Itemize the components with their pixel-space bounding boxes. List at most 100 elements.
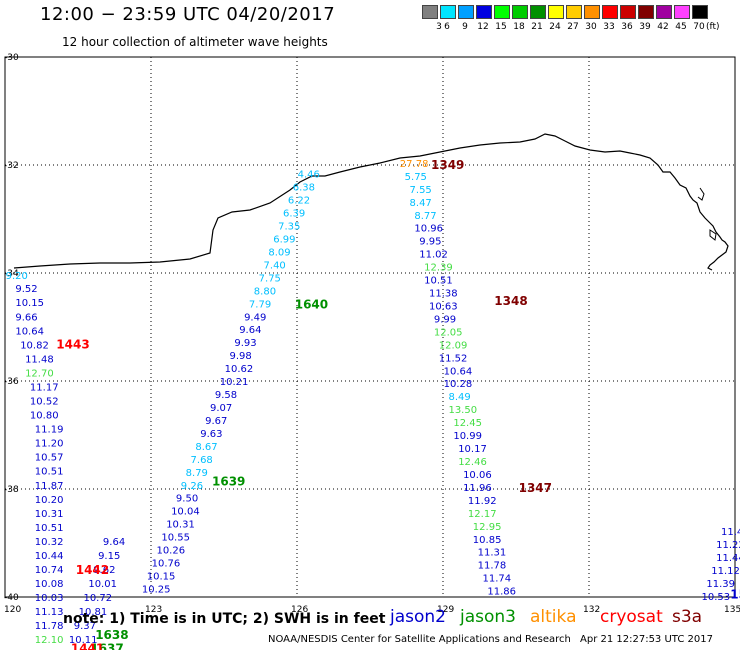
- latitude-labels: -30 -32 -34 -36 -38 -40: [4, 53, 19, 603]
- legend-swatch: [440, 5, 456, 19]
- wave-height-value: 11.13: [35, 607, 64, 618]
- legend-label: 70: [693, 22, 705, 32]
- wave-height-value: 11.96: [463, 483, 492, 494]
- satellite-legend-item: jason2: [390, 607, 446, 627]
- wave-height-value: 12.39: [424, 263, 453, 274]
- legend-label: 30: [585, 22, 597, 32]
- wave-height-value: 10.44: [35, 551, 64, 562]
- longitude-tick-label: 132: [583, 605, 600, 615]
- coastline-small-bay: [697, 187, 705, 201]
- legend-swatch: [584, 5, 600, 19]
- wave-height-value: 12.45: [453, 418, 482, 429]
- latitude-tick-label: -40: [4, 593, 19, 603]
- wave-height-value: 27.78: [400, 159, 429, 170]
- wave-height-value: 5.75: [405, 172, 427, 183]
- wave-height-value: 9.62: [93, 565, 115, 576]
- pass-time-label: 1348: [494, 294, 527, 308]
- wave-height-value: 12.17: [468, 509, 497, 520]
- longitude-tick-label: 129: [437, 605, 454, 615]
- legend-label: 15: [495, 22, 507, 32]
- wave-height-value: 10.51: [35, 523, 64, 534]
- wave-height-value: 7.55: [410, 185, 432, 196]
- wave-height-value: 11.20: [35, 439, 64, 450]
- wave-height-value: 6.39: [283, 209, 305, 220]
- wave-height-value: 10.06: [463, 470, 492, 481]
- wave-height-value: 9.58: [215, 390, 237, 401]
- wave-height-value: 9.26: [181, 481, 203, 492]
- longitude-tick-label: 123: [145, 605, 162, 615]
- wave-height-value: 10.64: [444, 366, 473, 377]
- wave-height-value: 10.72: [83, 593, 112, 604]
- wave-height-value: 10.31: [166, 520, 195, 531]
- wave-height-value: 10.17: [458, 444, 487, 455]
- pass-time-label: 1639: [212, 474, 245, 488]
- wave-height-value: 10.74: [35, 565, 64, 576]
- wave-height-value: 11.86: [487, 587, 516, 598]
- legend-label: 21: [531, 22, 543, 32]
- legend-swatch: [566, 5, 582, 19]
- wave-height-value: 10.64: [15, 326, 44, 337]
- legend-swatch: [422, 5, 438, 19]
- wave-height-value: 10.76: [152, 559, 181, 570]
- wave-height-value: 9.50: [176, 494, 198, 505]
- timestamp: Apr 21 12:27:53 UTC 2017: [580, 634, 713, 645]
- wave-height-value: 10.57: [35, 453, 64, 464]
- wave-height-value: 9.67: [205, 416, 227, 427]
- satellite-legend-item: jason3: [460, 607, 516, 627]
- wave-height-value: 10.31: [35, 509, 64, 520]
- wave-height-value: 11.17: [30, 382, 59, 393]
- legend-label: 27: [567, 22, 579, 32]
- wave-height-value: 9.20: [6, 271, 28, 282]
- wave-height-value: 6.99: [273, 235, 295, 246]
- wave-height-value: 10.26: [156, 546, 185, 557]
- wave-height-value: 6.22: [288, 196, 310, 207]
- legend-label: 39: [639, 22, 651, 32]
- wave-height-value: 10.55: [161, 533, 190, 544]
- map-frame: [4, 56, 736, 598]
- wave-height-value: 10.11: [69, 635, 98, 646]
- wave-height-value: 13.50: [448, 405, 477, 416]
- wave-height-value: 9.66: [15, 312, 37, 323]
- legend-label: 42: [657, 22, 669, 32]
- legend-label: 18: [513, 22, 525, 32]
- wave-height-value: 10.96: [414, 224, 443, 235]
- wave-height-value: 11.87: [35, 481, 64, 492]
- wave-height-value: 10.28: [444, 379, 473, 390]
- wave-height-value: 11.12: [711, 566, 740, 577]
- legend-label: 6: [444, 22, 450, 32]
- pass-time-label: 1349: [431, 158, 464, 172]
- wave-height-value: 9.64: [239, 325, 261, 336]
- wave-height-value: 10.20: [35, 495, 64, 506]
- wave-height-value: 11.78: [478, 561, 507, 572]
- wave-height-value: 11.39: [706, 579, 735, 590]
- wave-height-value: 12.95: [473, 522, 502, 533]
- pass-time-label: 1638: [95, 628, 128, 642]
- wave-height-value: 11.4: [721, 527, 740, 538]
- wave-height-value: 7.79: [249, 299, 271, 310]
- longitude-labels: 120 123 126 129 132 135: [4, 605, 740, 615]
- wave-height-value: 12.10: [35, 635, 64, 646]
- wave-height-value: 9.98: [229, 351, 251, 362]
- wave-height-value: 8.09: [268, 247, 290, 258]
- wave-height-value: 10.21: [220, 377, 249, 388]
- wave-height-value: 10.81: [79, 607, 108, 618]
- latitude-tick-label: -32: [4, 161, 19, 171]
- pass-time-label: 1640: [295, 297, 328, 311]
- wave-height-value: 11.02: [419, 250, 448, 261]
- wave-height-value: 8.67: [195, 442, 217, 453]
- wave-height-value: 10.80: [30, 411, 59, 422]
- wave-height-value: 10.03: [35, 593, 64, 604]
- wave-height-value: 11.74: [483, 574, 512, 585]
- pass-time-label: 1347: [519, 481, 552, 495]
- legend-swatch: [674, 5, 690, 19]
- legend-unit: (ft): [706, 22, 720, 32]
- wave-height-value: 7.75: [259, 273, 281, 284]
- wave-height-value: 7.40: [264, 260, 286, 271]
- pass-time-label: 1441: [71, 641, 104, 650]
- wave-height-value: 9.95: [419, 237, 441, 248]
- latitude-tick-label: -38: [4, 485, 19, 495]
- longitude-tick-label: 126: [291, 605, 308, 615]
- wave-height-value: 11.22: [716, 540, 740, 551]
- wave-height-value: 8.49: [448, 392, 470, 403]
